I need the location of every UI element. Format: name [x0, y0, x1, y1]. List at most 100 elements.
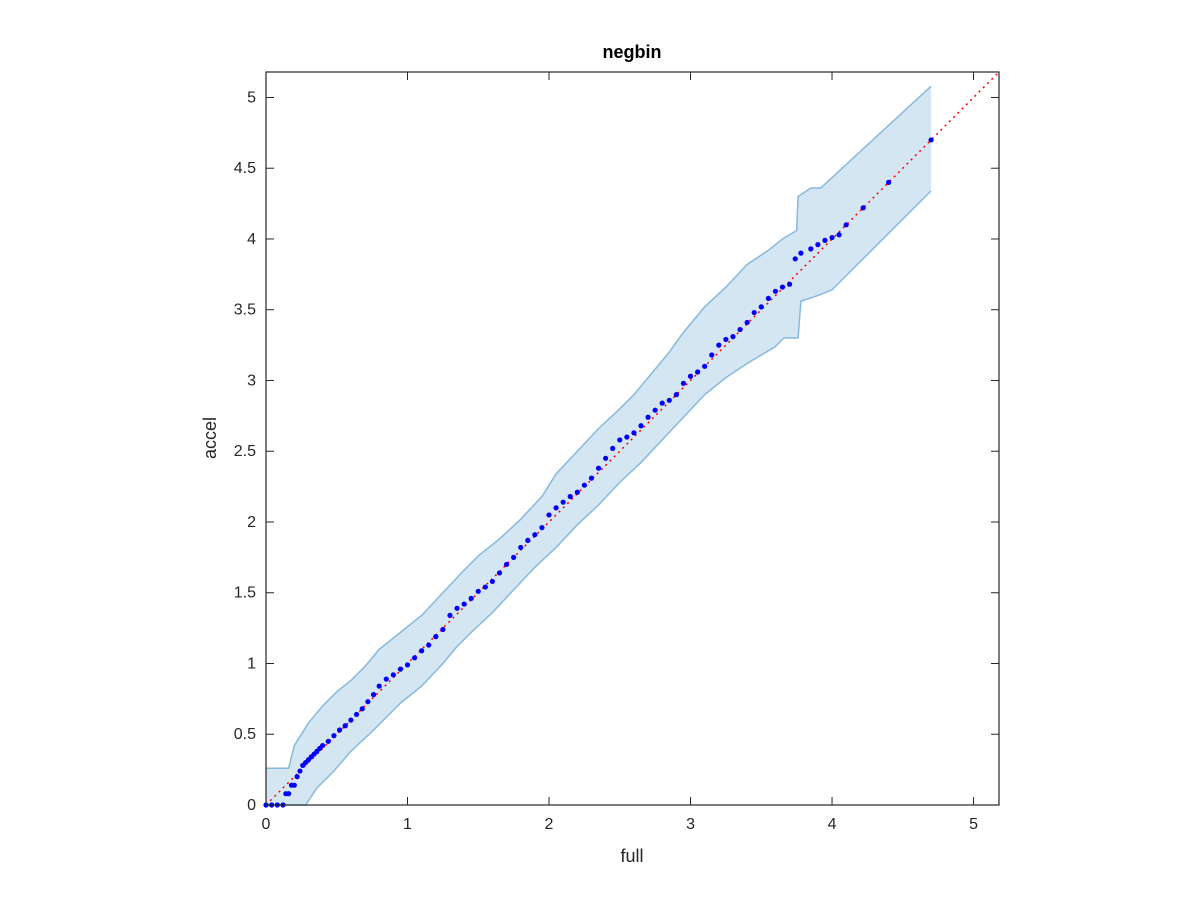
data-point — [751, 309, 757, 316]
data-point — [503, 561, 510, 568]
data-point — [342, 723, 348, 729]
data-point — [447, 612, 453, 618]
data-point — [792, 256, 798, 262]
data-point — [694, 369, 701, 375]
data-point — [631, 430, 637, 436]
data-point — [843, 222, 849, 228]
data-point — [348, 717, 354, 723]
data-point — [365, 699, 371, 705]
data-point — [673, 392, 679, 398]
data-point — [411, 655, 418, 661]
y-tick-label: 2.5 — [234, 443, 256, 460]
data-point — [716, 342, 722, 348]
plot-area: 0 1 2 3 4 5 0 0.5 1 1.5 2 2.5 3 3.5 4 4.5 5 — [234, 71, 1000, 833]
data-point — [624, 434, 630, 440]
data-point — [723, 336, 729, 343]
data-point — [617, 437, 623, 443]
data-point — [496, 570, 503, 576]
x-tick-label: 2 — [545, 816, 554, 833]
y-tick-label: 3 — [247, 372, 256, 389]
data-point — [325, 738, 331, 744]
data-point — [376, 683, 382, 689]
x-tick-label: 3 — [686, 816, 695, 833]
data-point — [489, 578, 496, 585]
data-point — [511, 554, 517, 560]
data-point — [758, 304, 764, 310]
data-point — [297, 768, 303, 774]
data-point — [886, 179, 892, 185]
axes-box — [265, 71, 1000, 806]
data-point — [786, 281, 793, 287]
confidence-band-fill — [266, 86, 932, 806]
data-point — [390, 672, 396, 678]
data-point — [383, 676, 389, 682]
data-point — [294, 774, 300, 780]
data-point — [730, 334, 736, 340]
data-point — [765, 295, 771, 302]
data-point — [567, 493, 573, 500]
x-tick-label: 5 — [969, 816, 978, 833]
data-point — [331, 733, 337, 739]
data-point — [320, 742, 326, 749]
data-point — [588, 475, 595, 481]
y-tick-label: 0.5 — [234, 726, 256, 743]
chart-title: negbin — [603, 42, 662, 62]
data-point — [426, 642, 432, 648]
y-tick-label: 5 — [247, 89, 256, 106]
data-point — [286, 791, 292, 797]
data-point — [291, 782, 297, 788]
y-tick-label: 4.5 — [234, 160, 256, 177]
data-point — [928, 137, 934, 143]
data-point — [808, 246, 814, 252]
data-point — [397, 666, 404, 672]
data-point — [772, 288, 779, 294]
confidence-band-lower-edge — [266, 190, 932, 806]
data-point — [860, 205, 866, 211]
y-tick-label: 4 — [247, 231, 256, 248]
data-point — [518, 544, 524, 551]
y-tick-label: 1 — [247, 655, 256, 672]
data-point — [709, 352, 715, 358]
data-point — [336, 727, 343, 733]
data-point — [687, 373, 694, 379]
data-point — [680, 380, 687, 386]
data-point — [468, 595, 474, 602]
data-point — [525, 537, 531, 543]
data-point — [638, 423, 644, 429]
y-tick-label: 2 — [247, 514, 256, 531]
data-point — [419, 648, 425, 654]
data-point — [652, 407, 658, 413]
data-point — [454, 605, 460, 611]
data-point — [595, 465, 602, 471]
data-point — [836, 232, 842, 238]
data-point — [370, 692, 377, 698]
data-point — [353, 711, 360, 718]
x-tick-label: 4 — [828, 816, 837, 833]
data-point — [666, 397, 672, 403]
data-point — [603, 455, 609, 461]
data-point — [482, 584, 488, 590]
y-tick-label: 1.5 — [234, 585, 256, 602]
data-point — [822, 237, 828, 243]
data-point — [829, 234, 835, 241]
data-point — [461, 601, 467, 607]
x-tick-label: 1 — [403, 816, 412, 833]
y-axis-label: accel — [200, 417, 220, 459]
data-point — [359, 706, 365, 712]
y-tick-label: 0 — [247, 797, 256, 814]
data-point — [815, 242, 821, 248]
data-point — [610, 445, 616, 452]
data-point — [560, 499, 566, 505]
data-point — [798, 250, 804, 256]
confidence-band-upper-edge — [266, 85, 932, 769]
x-tick-label: 0 — [262, 816, 271, 833]
data-point — [779, 284, 786, 290]
data-point — [702, 363, 708, 369]
data-point — [744, 319, 750, 326]
data-point — [440, 626, 446, 633]
x-axis-label: full — [620, 846, 643, 866]
data-point — [546, 512, 552, 518]
y-tick-label: 3.5 — [234, 302, 256, 319]
